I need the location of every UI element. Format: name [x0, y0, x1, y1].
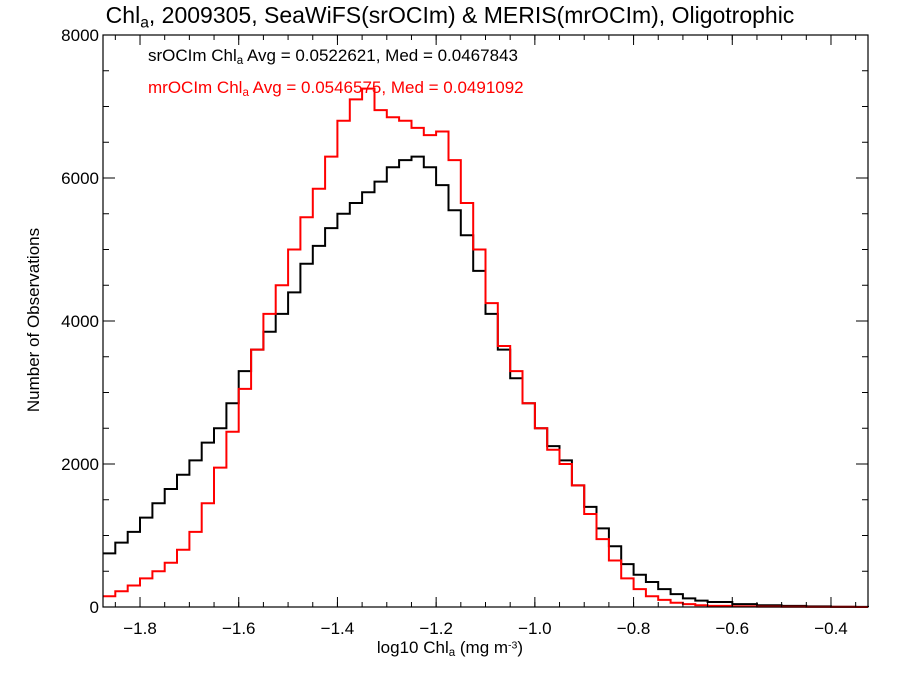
x-axis-label: log10 Chla (mg m-3) [376, 638, 524, 660]
y-tick-label: 2000 [61, 455, 99, 474]
x-tick-label: −1.6 [222, 619, 256, 638]
tick-label-layer: −1.8 −1.6 −1.4 −1.2 −1.0 −0.8 −0.6 −0.4 0 2000 400… [61, 26, 848, 638]
x-tick-label: −0.8 [617, 619, 651, 638]
series-line-mrocim [103, 87, 868, 608]
x-tick-label: −1.2 [419, 619, 453, 638]
y-tick-label: 0 [90, 598, 99, 617]
y-tick-label: 6000 [61, 169, 99, 188]
tick-layer [103, 34, 868, 608]
x-tick-label: −1.4 [321, 619, 355, 638]
plot-frame [102, 34, 869, 608]
x-tick-label: −0.4 [814, 619, 848, 638]
x-tick-label: −1.0 [518, 619, 552, 638]
y-axis-label: Number of Observations [24, 227, 43, 413]
legend-entry-sroclm: srOCIm Chla Avg = 0.0522621, Med = 0.046… [148, 46, 518, 68]
chart-title: Chla, 2009305, SeaWiFS(srOCIm) & MERIS(m… [105, 2, 795, 32]
series-line-srocim [103, 155, 869, 608]
x-tick-label: −0.6 [715, 619, 749, 638]
x-tick-label: −1.8 [123, 619, 157, 638]
series-layer [103, 87, 869, 608]
legend-entry-mroclm: mrOCIm Chla Avg = 0.0546575, Med = 0.049… [148, 78, 524, 100]
y-tick-label: 8000 [61, 26, 99, 45]
y-tick-label: 4000 [61, 312, 99, 331]
